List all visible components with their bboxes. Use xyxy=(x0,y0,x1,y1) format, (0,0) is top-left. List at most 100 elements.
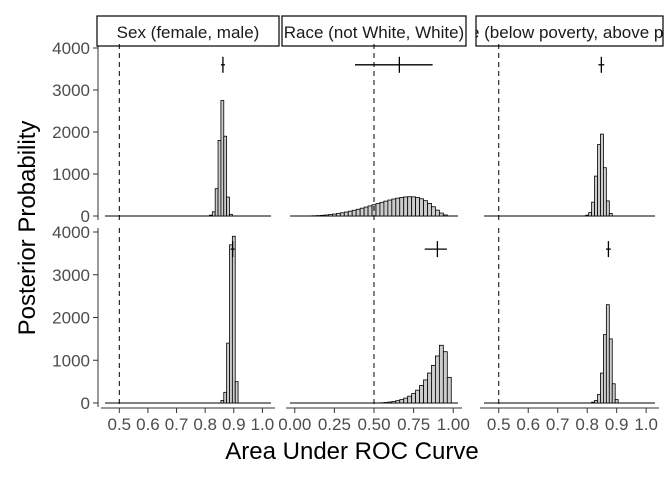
histogram-bar xyxy=(407,196,413,217)
histogram-bar xyxy=(367,205,373,217)
histogram-bar xyxy=(359,207,365,217)
histogram-bar xyxy=(600,372,604,404)
x-tick-label: 0.00 xyxy=(278,415,311,434)
histogram-bar xyxy=(383,402,389,404)
y-axis-title: Posterior Probability xyxy=(14,121,41,336)
histogram-bar xyxy=(209,214,213,217)
histogram-bar xyxy=(608,338,613,404)
histogram-bar xyxy=(220,400,225,404)
histogram-bar xyxy=(427,202,432,217)
histogram-bar xyxy=(395,197,401,217)
x-tick-label: 1.0 xyxy=(251,415,275,434)
histogram-bar xyxy=(375,203,381,217)
x-tick-label: 0.7 xyxy=(546,415,570,434)
x-tick-label: 1.0 xyxy=(634,415,658,434)
histogram-bar xyxy=(343,211,349,217)
histogram-bar xyxy=(419,385,424,404)
y-tick-label: 4000 xyxy=(52,39,90,58)
histogram-bar xyxy=(387,401,393,404)
histogram-bar xyxy=(383,200,389,217)
histogram-bar xyxy=(415,197,420,217)
facet-strip-2: Race (not White, White) xyxy=(281,15,467,47)
x-axis-title: Area Under ROC Curve xyxy=(225,438,478,465)
histogram-panel-2-row-2 xyxy=(290,228,458,407)
histogram-bar xyxy=(605,200,610,217)
histogram-bar xyxy=(594,175,598,217)
histogram-panel-2-row-1 xyxy=(290,44,458,220)
facet-strip-3: Income (below poverty, above poverty) xyxy=(424,15,672,47)
y-tick-label: 1000 xyxy=(52,351,90,370)
histogram-panel-3-row-1 xyxy=(484,44,655,220)
facet-strip-label: Income (below poverty, above poverty) xyxy=(424,23,672,42)
histogram-bar xyxy=(403,397,409,404)
histogram-bar xyxy=(391,401,397,404)
histogram-bar xyxy=(229,244,233,404)
histogram-bar xyxy=(611,383,616,404)
histogram-bar xyxy=(223,391,228,404)
histogram-bar xyxy=(431,206,436,217)
histogram-bar xyxy=(608,213,613,217)
histogram-bar xyxy=(391,198,397,217)
histogram-bar xyxy=(407,395,413,404)
facet-strip-box xyxy=(96,15,280,47)
histogram-bar xyxy=(423,200,428,217)
histogram-bar xyxy=(220,100,225,217)
x-axis-panel-2: 0.00 0.25 0.50 0.75 1.00 xyxy=(278,407,470,434)
y-tick-label: 0 xyxy=(81,207,90,226)
histogram-panel-3-row-2 xyxy=(484,228,655,407)
histogram-bar xyxy=(399,197,405,217)
y-tick-label: 3000 xyxy=(52,81,90,100)
histogram-bar xyxy=(431,364,436,404)
histogram-bar xyxy=(351,209,357,217)
histogram-bar xyxy=(597,394,601,404)
histogram-bar xyxy=(427,372,432,404)
histogram-bar xyxy=(442,351,448,404)
histogram-bar xyxy=(328,214,333,217)
histogram-bar xyxy=(419,198,424,217)
facet-strip-label: Sex (female, male) xyxy=(117,23,260,42)
histogram-bar xyxy=(403,196,409,217)
x-axis-panel-3: 0.5 0.6 0.7 0.8 0.9 1.0 xyxy=(480,407,659,434)
histogram-bar xyxy=(591,401,595,404)
histogram-bar xyxy=(211,211,216,217)
x-tick-label: 0.9 xyxy=(222,415,246,434)
histogram-bar xyxy=(335,213,341,217)
histogram-bar xyxy=(324,214,329,217)
x-axis-panel-1: 0.5 0.6 0.7 0.8 0.9 1.0 xyxy=(101,407,275,434)
facet-strip-label: Race (not White, White) xyxy=(284,23,464,42)
histogram-bar xyxy=(588,212,593,217)
histogram-bar xyxy=(411,393,417,404)
histogram-bar xyxy=(320,214,325,217)
y-tick-label: 0 xyxy=(81,394,90,413)
histogram-bar xyxy=(399,399,405,404)
histogram-bar xyxy=(355,208,361,217)
histogram-bar xyxy=(585,214,590,217)
histogram-bar xyxy=(387,199,393,217)
histogram-bar xyxy=(597,144,601,217)
histogram-bar xyxy=(435,209,440,217)
x-tick-label: 0.50 xyxy=(357,415,390,434)
facet-strip-box xyxy=(475,15,664,47)
x-tick-label: 0.5 xyxy=(487,415,511,434)
x-tick-label: 0.75 xyxy=(397,415,430,434)
facet-strip-1: Sex (female, male) xyxy=(96,15,280,47)
histogram-panel-1-row-2 xyxy=(105,228,271,407)
y-tick-label: 2000 xyxy=(52,123,90,142)
y-tick-label: 1000 xyxy=(52,165,90,184)
histogram-bar xyxy=(226,342,230,404)
histogram-bar xyxy=(438,212,444,217)
y-tick-label: 3000 xyxy=(52,266,90,285)
histogram-bar xyxy=(591,201,595,217)
x-tick-label: 0.6 xyxy=(516,415,540,434)
histogram-bar xyxy=(231,235,236,404)
histogram-bar xyxy=(438,344,444,404)
x-tick-label: 1.00 xyxy=(437,415,470,434)
histogram-bar xyxy=(229,213,233,217)
histogram-bar xyxy=(331,213,337,217)
histogram-bar xyxy=(423,379,428,404)
histogram-bar xyxy=(226,196,230,217)
histogram-bar xyxy=(446,376,452,404)
histogram-panel-1-row-1 xyxy=(105,44,271,220)
histogram-bar xyxy=(363,206,369,217)
